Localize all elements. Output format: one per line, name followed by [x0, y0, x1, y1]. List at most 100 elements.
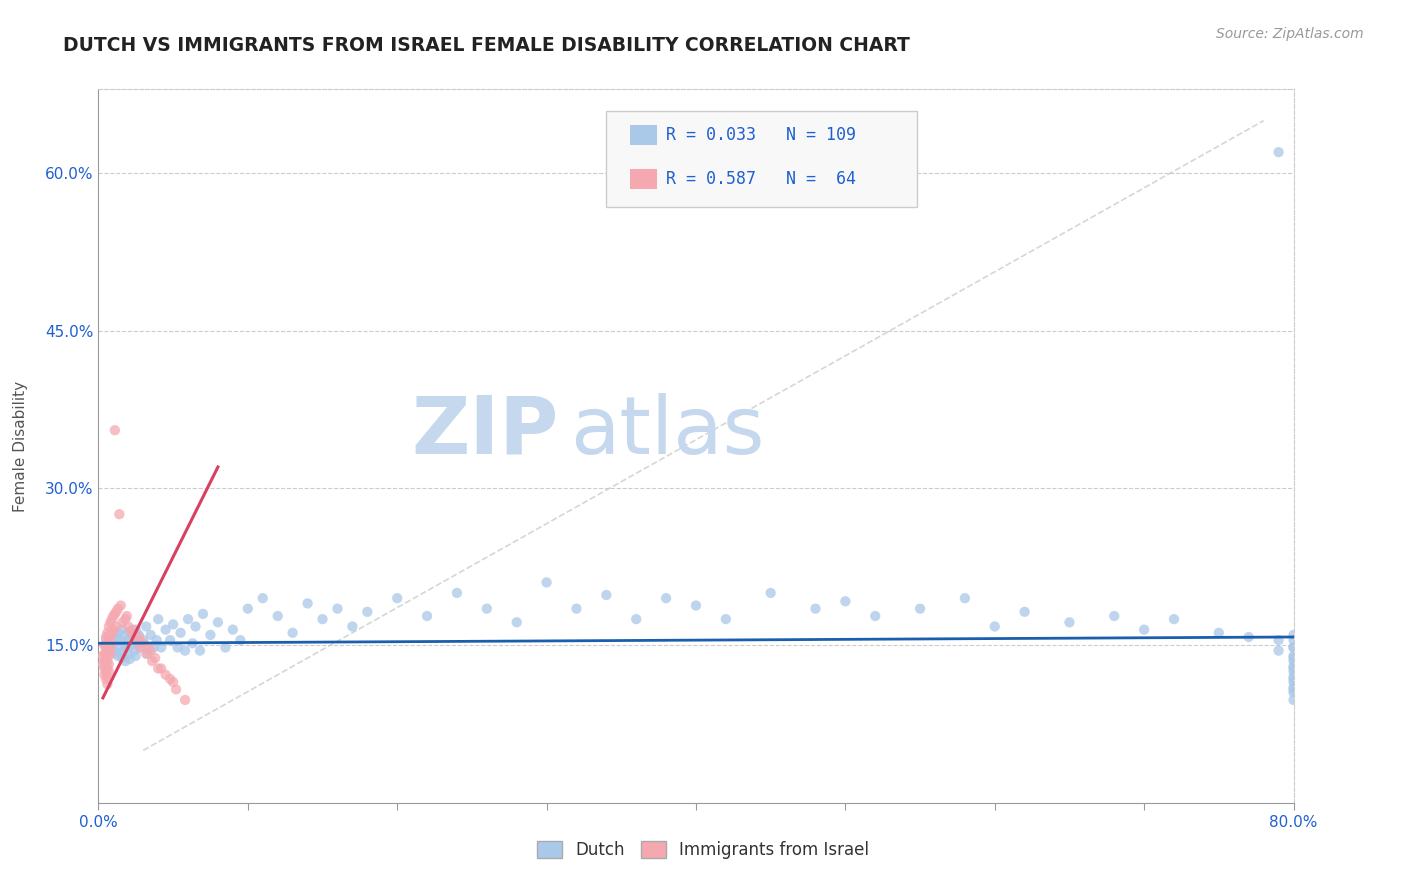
Point: [96, 670, 118, 684]
Point: [142, 640, 165, 655]
Point: [1282, 659, 1305, 673]
Point: [685, 599, 707, 613]
Point: [97, 630, 120, 644]
Point: [1133, 623, 1156, 637]
Point: [94, 672, 117, 686]
Point: [125, 633, 148, 648]
Point: [141, 654, 163, 668]
Point: [143, 651, 166, 665]
Point: [114, 628, 136, 642]
Point: [107, 648, 129, 663]
Point: [759, 586, 782, 600]
Point: [1163, 612, 1185, 626]
Point: [105, 605, 128, 619]
Point: [714, 612, 737, 626]
Point: [124, 643, 146, 657]
Point: [125, 648, 148, 663]
Point: [1014, 605, 1036, 619]
Point: [1282, 672, 1305, 686]
Point: [177, 612, 200, 626]
Point: [93, 667, 115, 681]
Point: [181, 636, 204, 650]
Point: [97, 648, 120, 663]
Point: [97, 640, 120, 655]
Point: [93, 639, 115, 653]
Point: [1282, 651, 1305, 665]
Point: [174, 643, 197, 657]
Point: [128, 630, 150, 644]
Point: [97, 619, 120, 633]
Point: [135, 647, 157, 661]
Point: [93, 661, 115, 675]
Point: [267, 609, 290, 624]
Point: [98, 639, 122, 653]
Point: [166, 640, 188, 655]
Point: [174, 693, 197, 707]
Point: [1059, 615, 1081, 630]
Point: [1282, 693, 1305, 707]
Point: [1282, 681, 1305, 695]
Point: [103, 623, 125, 637]
Point: [159, 633, 181, 648]
Point: [128, 628, 150, 642]
Point: [118, 652, 141, 666]
Point: [1237, 630, 1260, 644]
Point: [1282, 685, 1305, 699]
Point: [565, 601, 588, 615]
Y-axis label: Female Disability: Female Disability: [14, 380, 28, 512]
Point: [117, 647, 139, 661]
Point: [91, 657, 114, 672]
Point: [162, 617, 184, 632]
Point: [101, 636, 124, 650]
Point: [132, 633, 155, 648]
Point: [117, 633, 139, 648]
Point: [98, 628, 122, 642]
Point: [117, 619, 139, 633]
Point: [108, 507, 131, 521]
Point: [506, 615, 529, 630]
Text: R = 0.587   N =  64: R = 0.587 N = 64: [666, 170, 856, 188]
Point: [655, 591, 678, 606]
Point: [107, 601, 129, 615]
Text: ZIP: ZIP: [412, 392, 558, 471]
Point: [98, 647, 122, 661]
Point: [804, 601, 827, 615]
Point: [155, 667, 177, 681]
Point: [150, 640, 173, 655]
Point: [342, 619, 364, 633]
Point: [162, 675, 184, 690]
Point: [101, 625, 124, 640]
Point: [97, 665, 120, 679]
Point: [150, 661, 173, 675]
Point: [121, 630, 143, 644]
Point: [105, 630, 128, 644]
Point: [91, 648, 114, 663]
Point: [111, 615, 134, 630]
Point: [104, 423, 127, 437]
Point: [416, 609, 439, 624]
Point: [114, 654, 136, 668]
Point: [139, 628, 162, 642]
Point: [1282, 675, 1305, 690]
Text: R = 0.033   N = 109: R = 0.033 N = 109: [666, 126, 856, 144]
Point: [475, 601, 498, 615]
Point: [129, 640, 152, 655]
Point: [127, 636, 149, 650]
Point: [121, 623, 143, 637]
Point: [326, 601, 349, 615]
Point: [97, 657, 120, 672]
Point: [94, 630, 117, 644]
Point: [595, 588, 617, 602]
Point: [155, 623, 177, 637]
Point: [94, 633, 117, 648]
Point: [1282, 640, 1305, 655]
Point: [229, 633, 252, 648]
Point: [1282, 670, 1305, 684]
Point: [1282, 682, 1305, 697]
Point: [104, 607, 127, 621]
Point: [188, 643, 211, 657]
Point: [222, 623, 245, 637]
Point: [200, 628, 222, 642]
Point: [1282, 648, 1305, 663]
Point: [112, 636, 135, 650]
